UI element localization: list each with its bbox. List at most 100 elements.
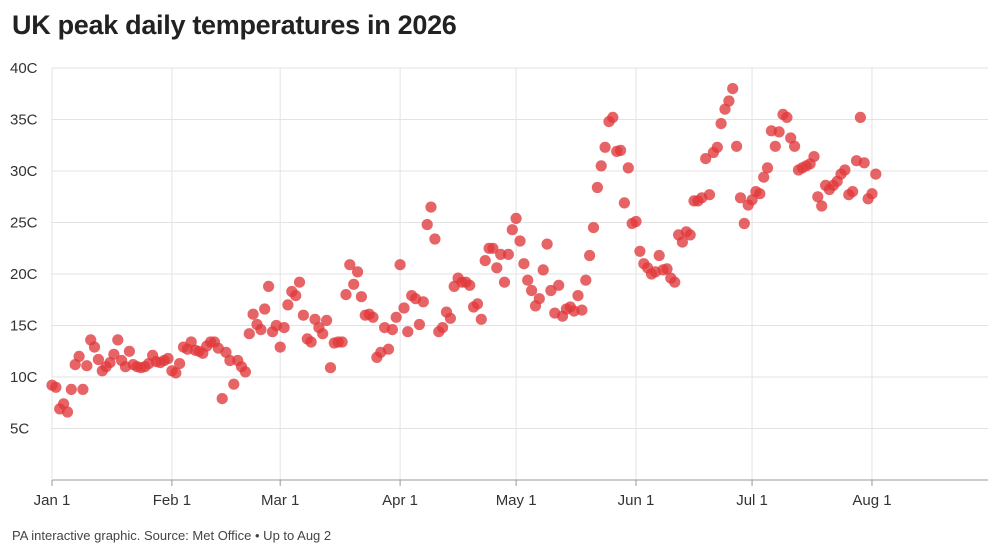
temperature-point [344,259,356,271]
temperature-point [734,192,747,204]
temperature-point [754,188,766,200]
y-tick-label: 15C [10,318,38,335]
temperature-point [398,302,410,314]
x-tick-label: Apr 1 [382,492,418,509]
temperature-point [336,336,348,348]
temperature-point [514,235,526,247]
temperature-point [723,95,735,107]
temperature-point [174,358,186,370]
temperature-point [866,188,878,200]
x-tick-label: Feb 1 [153,492,191,509]
temperature-point [576,304,588,316]
temperature-point [239,366,251,378]
temperature-point [816,200,828,212]
temperature-point [615,144,627,156]
temperature-point [429,233,441,245]
temperature-point [591,181,604,194]
temperature-point [758,171,770,183]
temperature-point [340,289,352,301]
y-tick-label: 5C [10,421,29,438]
temperature-point [224,354,236,367]
temperature-point [618,197,631,209]
temperature-point [676,236,689,248]
temperature-point [297,309,309,321]
y-tick-label: 25C [10,215,38,232]
temperature-point [498,276,511,288]
chart-title: UK peak daily temperatures in 2026 [12,10,457,40]
temperature-point [599,141,611,153]
temperature-point [781,111,793,123]
temperature-point [425,201,437,213]
temperature-point [216,393,228,405]
temperature-point [444,312,456,324]
temperature-point [402,326,414,338]
temperature-point [526,284,538,297]
temperature-point [305,336,317,348]
temperature-scatter-chart: 5C 10C 15C 20C 25C 30C 35C 40C Jan 1 Feb 1 Mar 1 Ap… [10,60,988,509]
x-tick-label: Jun 1 [618,492,655,509]
temperature-point [847,186,859,198]
temperature-point [123,345,135,357]
temperature-point [73,350,85,362]
temperature-point [587,222,600,234]
temperature-point [259,303,271,315]
temperature-point [317,328,329,340]
y-tick-label: 35C [10,112,38,129]
x-tick-label: Jan 1 [34,492,71,509]
temperature-point [812,191,824,203]
temperature-point [92,353,104,366]
temperature-point [870,168,882,180]
temperature-point [290,290,302,302]
temperature-point [228,378,240,390]
gridlines [51,67,988,480]
temperature-point [274,341,286,353]
temperature-point [355,291,367,303]
temperature-point [769,140,781,152]
temperature-point [390,311,402,323]
temperature-point [584,249,596,262]
temperature-point [309,313,321,325]
temperature-point [293,276,306,288]
y-tick-label: 30C [10,163,38,180]
temperature-point [112,334,124,346]
temperature-point [595,160,607,172]
temperature-point [61,406,74,418]
axes: 5C 10C 15C 20C 25C 30C 35C 40C Jan 1 Feb 1 Mar 1 Ap… [10,60,988,509]
temperature-point [522,274,534,286]
temperature-point [491,262,503,274]
temperature-point [661,263,673,275]
temperature-point [738,217,750,230]
temperature-point [321,314,333,326]
temperature-point [839,164,851,176]
temperature-point [700,153,712,165]
y-tick-label: 10C [10,369,38,386]
temperature-point [572,290,584,302]
temperature-point [727,83,739,95]
temperature-point [324,362,337,374]
temperature-point [731,140,743,152]
data-points [46,83,882,418]
temperature-point [65,383,77,395]
temperature-point [278,322,290,334]
temperature-point [108,348,120,360]
temperature-point [630,215,642,228]
y-tick-label: 20C [10,266,38,283]
temperature-point [437,322,449,334]
temperature-point [352,266,364,278]
temperature-point [684,229,696,241]
temperature-point [653,249,665,262]
temperature-point [88,341,101,353]
temperature-point [162,352,174,365]
temperature-point [854,111,867,123]
temperature-point [808,151,820,163]
temperature-point [104,357,116,369]
temperature-point [394,259,406,271]
x-tick-label: Aug 1 [852,492,891,509]
temperature-point [789,140,801,152]
temperature-point [421,219,433,231]
temperature-point [255,324,267,336]
temperature-point [50,381,62,393]
temperature-point [471,298,484,310]
temperature-point [703,189,716,201]
temperature-point [634,245,646,257]
